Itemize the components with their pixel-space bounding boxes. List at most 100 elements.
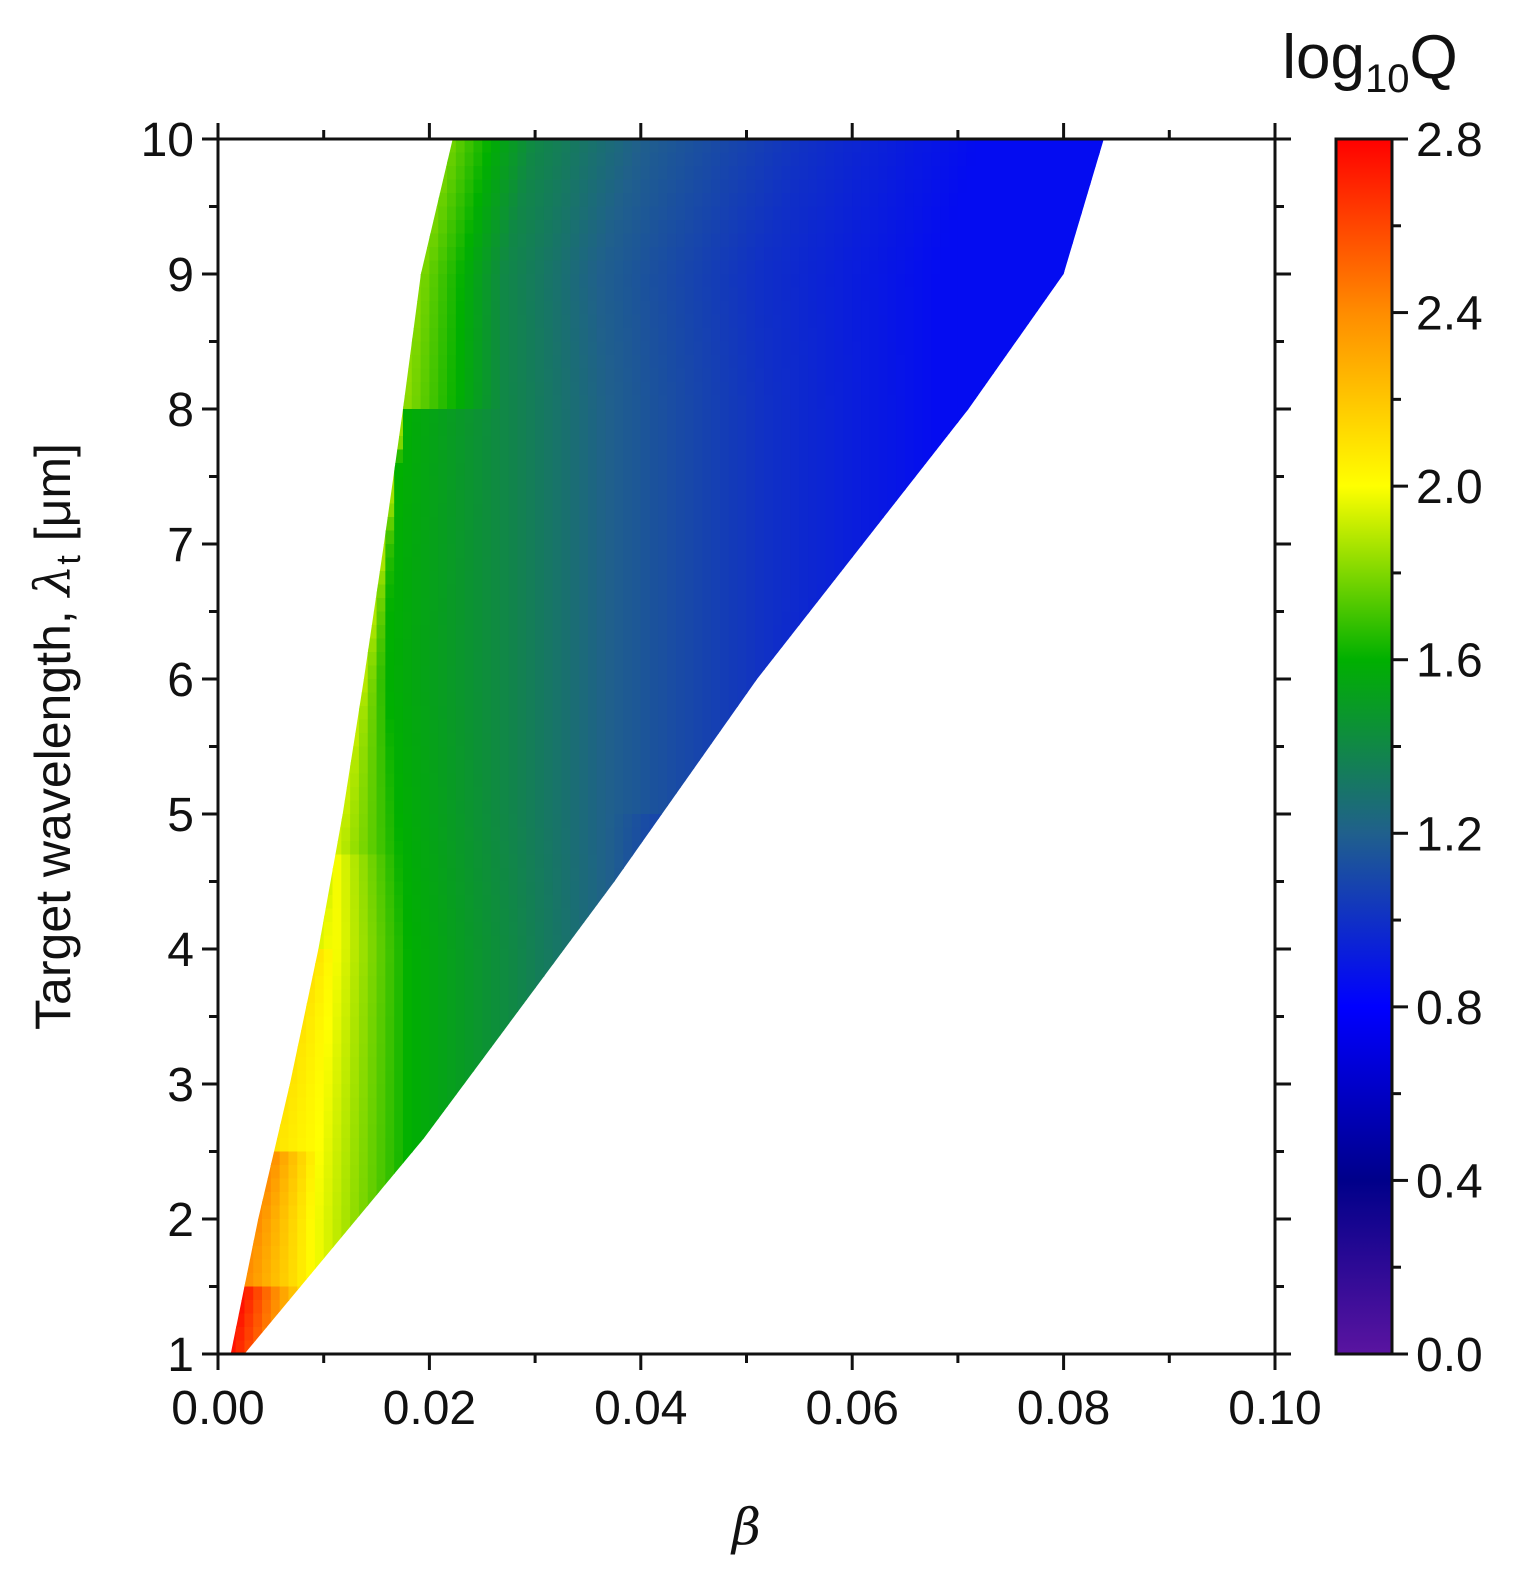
heatmap-cell bbox=[314, 949, 325, 964]
heatmap-cell bbox=[526, 962, 536, 977]
heatmap-cell bbox=[411, 625, 422, 640]
heatmap-cell bbox=[1045, 166, 1056, 181]
heatmap-cell bbox=[297, 1111, 307, 1126]
heatmap-cell bbox=[966, 395, 977, 410]
heatmap-cell bbox=[244, 1178, 255, 1193]
heatmap-cell bbox=[253, 1273, 263, 1288]
heatmap-cell bbox=[579, 301, 589, 316]
heatmap-cell bbox=[447, 314, 457, 329]
heatmap-cell bbox=[270, 1111, 281, 1126]
heatmap-cell bbox=[649, 517, 660, 532]
heatmap-cell bbox=[1019, 355, 1030, 370]
heatmap-cell bbox=[781, 368, 792, 383]
heatmap-cell bbox=[614, 598, 624, 613]
heatmap-cell bbox=[781, 328, 792, 343]
heatmap-cell bbox=[447, 1097, 457, 1112]
heatmap-cell bbox=[385, 625, 395, 640]
heatmap-cell bbox=[314, 1259, 325, 1274]
heatmap-cell bbox=[350, 760, 360, 775]
heatmap-cell bbox=[737, 652, 748, 667]
heatmap-cell bbox=[922, 449, 933, 464]
heatmap-cell bbox=[667, 463, 677, 478]
heatmap-cell bbox=[411, 1057, 422, 1072]
heatmap-cell bbox=[341, 935, 351, 950]
heatmap-cell bbox=[385, 692, 395, 707]
heatmap-cell bbox=[711, 166, 721, 181]
heatmap-cell bbox=[676, 490, 686, 505]
heatmap-cell bbox=[244, 1327, 255, 1342]
heatmap-cell bbox=[816, 530, 827, 545]
heatmap-cell bbox=[508, 962, 519, 977]
heatmap-cell bbox=[587, 557, 598, 572]
heatmap-cell bbox=[526, 193, 536, 208]
heatmap-cell bbox=[737, 706, 748, 721]
heatmap-cell bbox=[1081, 206, 1091, 221]
heatmap-cell bbox=[975, 139, 986, 154]
heatmap-cell bbox=[746, 341, 757, 356]
heatmap-cell bbox=[499, 557, 510, 572]
heatmap-cell bbox=[693, 395, 704, 410]
heatmap-cell bbox=[447, 868, 457, 883]
heatmap-cell bbox=[482, 733, 492, 748]
heatmap-cell bbox=[596, 760, 607, 775]
heatmap-cell bbox=[420, 706, 431, 721]
heatmap-cell bbox=[676, 733, 686, 748]
heatmap-cell bbox=[491, 314, 501, 329]
heatmap-cell bbox=[587, 881, 598, 896]
heatmap-cell bbox=[376, 449, 387, 464]
heatmap-cell bbox=[464, 449, 475, 464]
heatmap-cell bbox=[764, 557, 774, 572]
heatmap-cell bbox=[288, 1219, 299, 1234]
heatmap-cell bbox=[949, 139, 959, 154]
heatmap-cell bbox=[438, 625, 448, 640]
heatmap-cell bbox=[949, 193, 959, 208]
heatmap-cell bbox=[570, 854, 580, 869]
heatmap-cell bbox=[385, 679, 395, 694]
heatmap-cell bbox=[394, 557, 404, 572]
heatmap-cell bbox=[297, 1165, 307, 1180]
heatmap-cell bbox=[825, 233, 836, 248]
heatmap-cell bbox=[861, 463, 871, 478]
heatmap-cell bbox=[288, 1286, 299, 1301]
heatmap-cell bbox=[587, 314, 598, 329]
heatmap-cell bbox=[702, 679, 713, 694]
heatmap-cell bbox=[455, 517, 466, 532]
heatmap-cell bbox=[913, 139, 924, 154]
heatmap-cell bbox=[772, 193, 783, 208]
heatmap-cell bbox=[861, 328, 871, 343]
heatmap-cell bbox=[473, 625, 484, 640]
heatmap-cell bbox=[297, 935, 307, 950]
heatmap-cell bbox=[306, 1165, 316, 1180]
heatmap-cell bbox=[420, 922, 431, 937]
heatmap-cell bbox=[464, 773, 475, 788]
heatmap-cell bbox=[306, 1097, 316, 1112]
heatmap-cell bbox=[631, 854, 642, 869]
heatmap-cell bbox=[341, 1124, 351, 1139]
heatmap-cell bbox=[693, 787, 704, 802]
heatmap-cell bbox=[605, 247, 616, 262]
heatmap-cell bbox=[535, 179, 545, 194]
heatmap-cell bbox=[288, 976, 299, 991]
heatmap-cell bbox=[508, 436, 519, 451]
heatmap-cell bbox=[306, 1151, 316, 1166]
heatmap-cell bbox=[499, 341, 510, 356]
heatmap-cell bbox=[526, 787, 536, 802]
heatmap-cell bbox=[570, 436, 580, 451]
heatmap-cell bbox=[658, 503, 669, 518]
heatmap-cell bbox=[552, 476, 563, 491]
heatmap-cell bbox=[411, 895, 422, 910]
heatmap-cell bbox=[270, 1151, 281, 1166]
heatmap-cell bbox=[306, 868, 316, 883]
heatmap-cell bbox=[702, 139, 713, 154]
heatmap-cell bbox=[350, 1165, 360, 1180]
colorbar-tick-label: 1.2 bbox=[1416, 808, 1483, 861]
heatmap-cell bbox=[649, 260, 660, 275]
heatmap-cell bbox=[825, 314, 836, 329]
heatmap-cell bbox=[244, 1313, 255, 1328]
heatmap-cell bbox=[297, 1084, 307, 1099]
heatmap-cell bbox=[737, 557, 748, 572]
heatmap-cell bbox=[931, 179, 942, 194]
heatmap-cell bbox=[896, 503, 906, 518]
heatmap-cell bbox=[658, 665, 669, 680]
heatmap-cell bbox=[306, 1084, 316, 1099]
